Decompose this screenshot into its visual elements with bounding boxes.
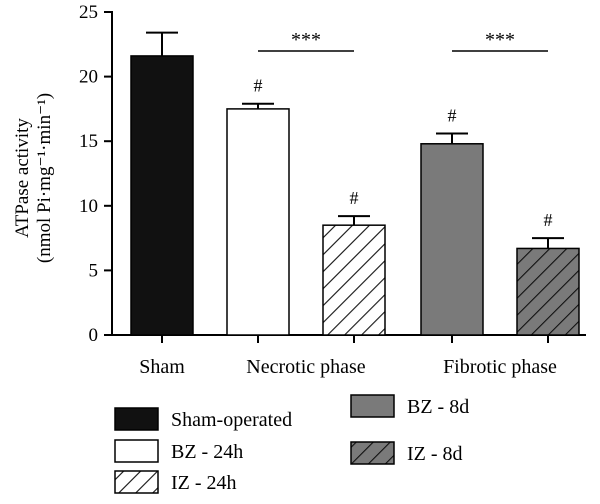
y-axis-ticks: 0 5 10 15 20 25 (79, 2, 112, 346)
significance-marker: # (254, 76, 263, 96)
legend-label: IZ - 8d (407, 443, 463, 465)
significance-marker: # (350, 188, 359, 208)
bar (130, 55, 194, 336)
legend-label: IZ - 24h (171, 472, 237, 494)
x-group-label: Sham (139, 356, 185, 378)
y-axis-label-line2: (nmol Pi·mg⁻¹·min⁻¹) (34, 93, 55, 263)
y-tick-label: 5 (89, 260, 99, 281)
y-axis-label-line1: ATPase activity (12, 118, 33, 238)
x-group-label: Necrotic phase (246, 356, 366, 378)
significance-label: *** (291, 29, 321, 51)
legend-label: Sham-operated (171, 409, 292, 431)
legend-swatch (114, 470, 159, 494)
y-axis-label: ATPase activity (nmol Pi·mg⁻¹·min⁻¹) (12, 93, 55, 263)
legend: Sham-operated BZ - 24h IZ - 24h BZ - 8d IZ -… (114, 394, 469, 494)
bar (226, 108, 290, 336)
significance-annotations: *** *** (258, 29, 548, 52)
bar (420, 143, 484, 336)
legend-item: BZ - 8d (350, 394, 469, 418)
legend-item: BZ - 24h (114, 439, 243, 463)
bars: # # # # (130, 31, 580, 336)
legend-item: IZ - 24h (114, 470, 237, 494)
x-group-label: Fibrotic phase (443, 356, 557, 378)
y-tick-label: 20 (79, 67, 98, 88)
significance-marker: # (544, 210, 553, 230)
bar (516, 247, 580, 336)
y-tick-label: 25 (79, 2, 98, 23)
legend-label: BZ - 8d (407, 396, 469, 418)
significance-marker: # (448, 105, 457, 125)
legend-swatch (114, 439, 159, 463)
bar (322, 224, 386, 336)
legend-swatch (114, 407, 159, 431)
y-tick-label: 0 (89, 325, 99, 346)
significance-label: *** (485, 29, 515, 51)
legend-swatch (350, 441, 395, 465)
legend-swatch (350, 394, 395, 418)
legend-label: BZ - 24h (171, 441, 243, 463)
x-axis-group-labels: Sham Necrotic phase Fibrotic phase (139, 356, 557, 378)
y-tick-label: 10 (79, 196, 98, 217)
y-tick-label: 15 (79, 131, 98, 152)
legend-item: Sham-operated (114, 407, 292, 431)
legend-item: IZ - 8d (350, 441, 463, 465)
